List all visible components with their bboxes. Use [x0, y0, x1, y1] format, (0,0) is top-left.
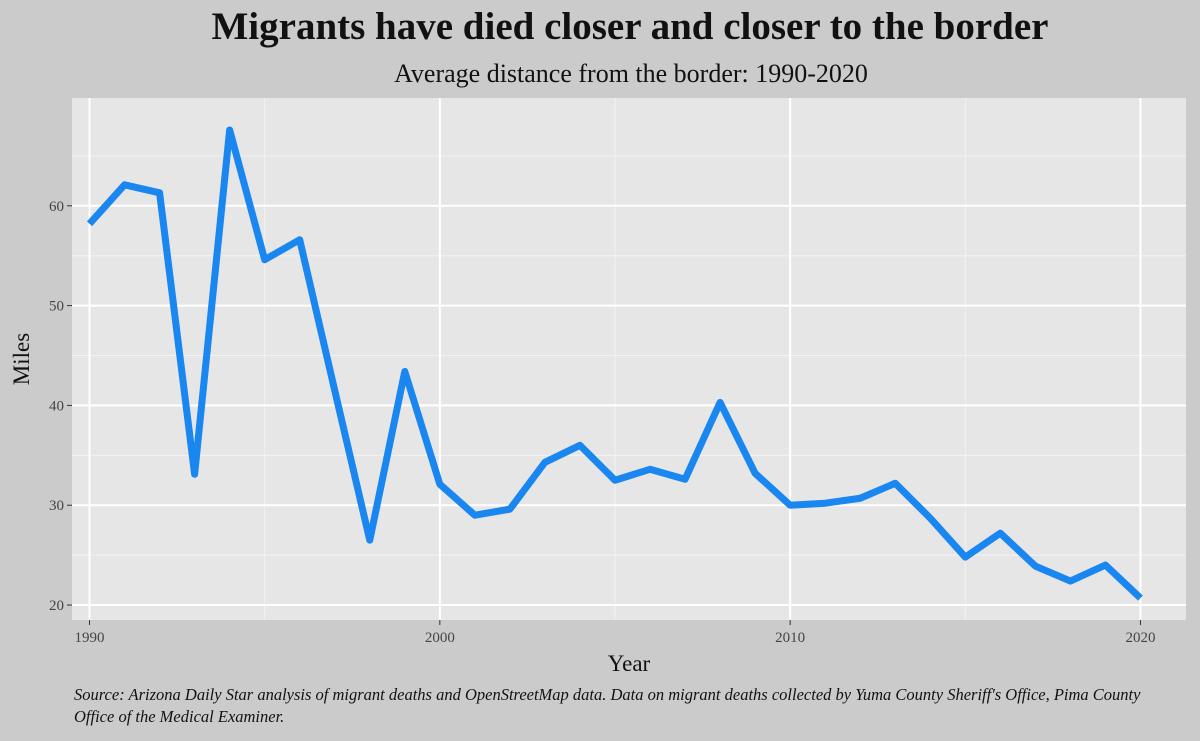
- x-tick-label: 2010: [775, 630, 805, 646]
- source-note: Source: Arizona Daily Star analysis of m…: [74, 685, 1141, 726]
- x-tick-label: 2020: [1125, 630, 1155, 646]
- y-tick-label: 60: [49, 199, 64, 215]
- x-axis: 1990 2000 2010 2020: [75, 620, 1155, 646]
- chart-title: Migrants have died closer and closer to …: [211, 5, 1049, 48]
- x-tick-label: 2000: [425, 630, 455, 646]
- y-tick-label: 20: [49, 598, 64, 614]
- chart-subtitle: Average distance from the border: 1990-2…: [394, 59, 868, 88]
- y-axis: 20 30 40 50 60: [49, 199, 72, 614]
- y-tick-label: 40: [49, 398, 64, 414]
- y-tick-label: 50: [49, 299, 64, 315]
- y-axis-title: Miles: [9, 333, 34, 385]
- major-gridlines: [72, 98, 1186, 620]
- minor-gridlines: [72, 98, 1186, 620]
- series-line-average-distance: [86, 126, 1143, 601]
- x-axis-title: Year: [608, 651, 651, 676]
- y-tick-label: 30: [49, 498, 64, 514]
- x-tick-label: 1990: [75, 630, 105, 646]
